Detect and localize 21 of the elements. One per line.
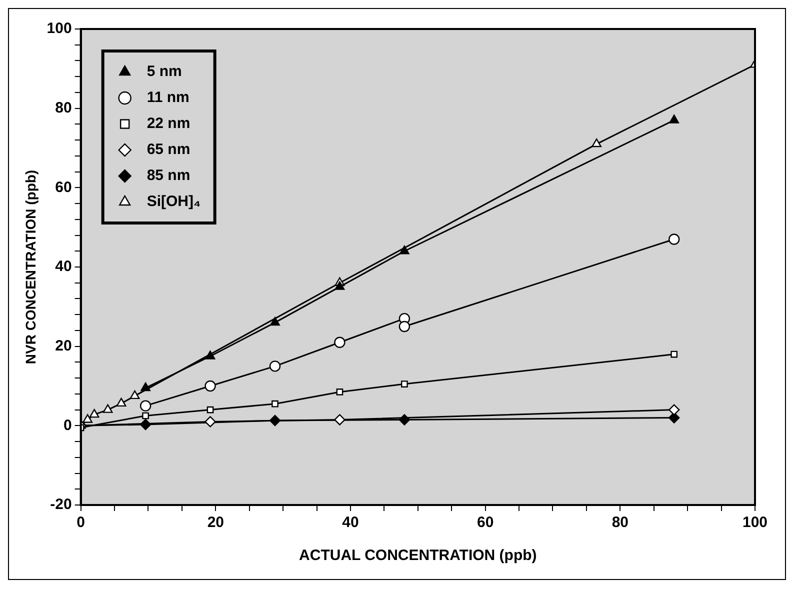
y-tick-label: -20 bbox=[50, 496, 72, 514]
legend-label: 11 nm bbox=[146, 89, 190, 106]
y-axis-title: NVR CONCENTRATION (ppb) bbox=[22, 170, 38, 364]
x-tick-label: 80 bbox=[612, 514, 629, 532]
x-tick-label: 60 bbox=[476, 514, 494, 532]
x-tick-label: 40 bbox=[342, 514, 359, 532]
x-tick-label: 0 bbox=[76, 514, 85, 532]
x-tick-label: 20 bbox=[207, 514, 224, 532]
y-tick-label: 80 bbox=[55, 99, 72, 116]
y-tick-label: 60 bbox=[55, 178, 72, 196]
x-tick-label: 100 bbox=[742, 514, 768, 532]
y-tick-label: 100 bbox=[46, 20, 72, 38]
x-axis-title: ACTUAL CONCENTRATION (ppb) bbox=[299, 547, 537, 564]
y-tick-label: 20 bbox=[55, 337, 72, 354]
y-tick-label: 40 bbox=[55, 258, 72, 276]
legend-label: Si[OH]₄ bbox=[146, 193, 201, 210]
legend-label: 85 nm bbox=[146, 167, 190, 184]
legend-label: 5 nm bbox=[146, 63, 182, 80]
legend-label: 65 nm bbox=[146, 141, 190, 158]
legend-label: 22 nm bbox=[146, 115, 190, 132]
y-tick-label: 0 bbox=[63, 416, 72, 434]
